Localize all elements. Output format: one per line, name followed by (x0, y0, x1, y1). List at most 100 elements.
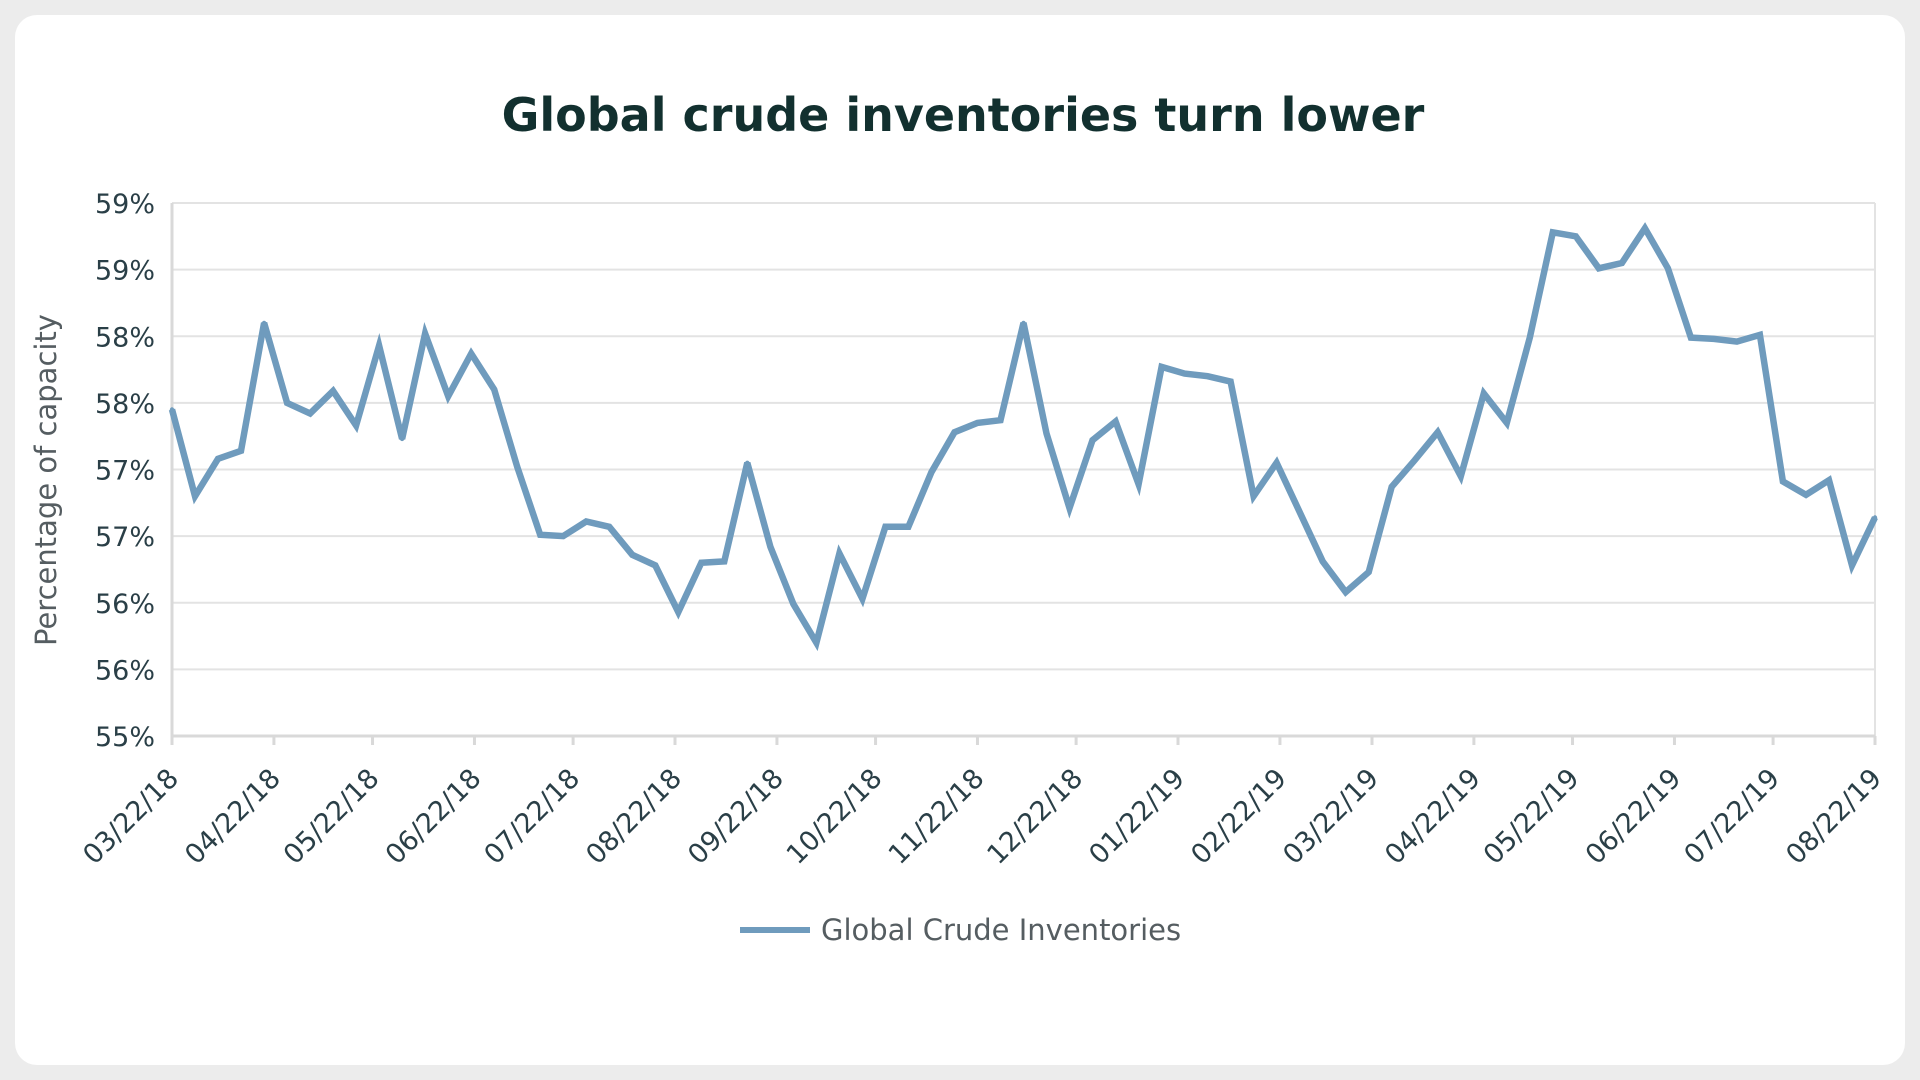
axes (170, 203, 1876, 738)
data-point (653, 563, 658, 568)
x-tick-label: 12/22/18 (981, 763, 1089, 871)
data-point (1711, 336, 1717, 342)
data-point (1527, 335, 1533, 340)
y-tick-label: 56% (95, 589, 155, 620)
data-point (515, 464, 520, 469)
data-point (1435, 430, 1440, 435)
data-point (768, 544, 773, 549)
data-point (215, 456, 221, 461)
data-point (1757, 332, 1763, 338)
x-tick-label: 03/22/19 (1277, 763, 1385, 871)
data-point (1297, 509, 1302, 515)
x-tick-label: 11/22/18 (883, 763, 991, 871)
x-axis-ticks: 03/22/1804/22/1805/22/1806/22/1807/22/18… (77, 736, 1888, 871)
x-tick-label: 08/22/19 (1780, 763, 1888, 871)
data-point (975, 420, 980, 426)
y-tick-label: 59% (95, 189, 155, 220)
data-point (1389, 484, 1394, 489)
data-point (261, 320, 267, 326)
data-point (1251, 494, 1256, 499)
data-point (860, 596, 865, 601)
x-tick-label: 10/22/18 (781, 763, 889, 871)
data-point (1780, 479, 1786, 484)
x-tick-label: 06/22/19 (1580, 763, 1688, 871)
x-tick-label: 02/22/19 (1185, 763, 1293, 871)
data-point (1113, 419, 1118, 424)
data-point (607, 524, 612, 529)
data-point (814, 640, 819, 645)
data-point (837, 551, 842, 556)
data-point (1067, 505, 1072, 511)
data-point (192, 494, 198, 499)
data-point (446, 394, 451, 399)
data-point (998, 418, 1003, 423)
x-tick-label: 09/22/18 (682, 763, 790, 871)
data-point (376, 343, 382, 348)
chart-card: Global crude inventories turn lower 55% 5… (15, 15, 1905, 1065)
y-tick-label: 55% (95, 722, 155, 753)
data-point (1366, 569, 1371, 575)
x-tick-label: 04/22/19 (1379, 763, 1487, 871)
legend-label: Global Crude Inventories (821, 913, 1181, 947)
y-tick-label: 58% (95, 322, 155, 353)
data-point (1826, 478, 1832, 483)
data-point (1665, 266, 1671, 271)
data-point (307, 411, 313, 416)
data-point (1573, 234, 1579, 239)
data-point (745, 460, 750, 465)
data-point (952, 430, 957, 435)
data-point (422, 331, 428, 336)
data-point (1228, 379, 1233, 384)
data-point (676, 609, 681, 615)
data-point (1481, 391, 1487, 396)
data-point (1320, 559, 1325, 564)
y-tick-label: 59% (95, 256, 155, 287)
y-tick-label: 57% (95, 522, 155, 553)
x-tick-label: 06/22/18 (380, 763, 488, 871)
data-point (906, 524, 911, 529)
y-tick-label: 57% (95, 456, 155, 487)
data-point (238, 448, 244, 453)
data-point (1872, 515, 1878, 520)
data-point (1803, 492, 1809, 497)
data-point (353, 423, 359, 428)
data-point (1458, 474, 1464, 479)
data-point (1159, 364, 1164, 370)
data-point (1044, 431, 1049, 436)
x-tick-label: 03/22/18 (77, 763, 185, 871)
gridlines (172, 202, 1875, 737)
data-point (929, 470, 934, 475)
series-group (168, 222, 1878, 652)
x-tick-label: 07/22/19 (1678, 763, 1786, 871)
data-point (1734, 339, 1740, 344)
x-tick-label: 04/22/18 (179, 763, 287, 871)
y-tick-label: 58% (95, 389, 155, 420)
data-point (169, 407, 175, 412)
data-point (1619, 260, 1625, 266)
data-point (1182, 371, 1187, 376)
x-tick-label: 07/22/18 (478, 763, 586, 871)
data-point (1412, 458, 1417, 463)
data-point (538, 532, 543, 537)
data-point (284, 400, 290, 406)
data-point (1596, 266, 1602, 271)
data-point (1504, 420, 1510, 426)
data-point (791, 601, 796, 607)
y-tick-label: 56% (95, 655, 155, 686)
data-point (399, 436, 405, 442)
data-point (1205, 374, 1210, 379)
data-point (722, 559, 727, 564)
data-point (630, 552, 635, 557)
data-point (1343, 589, 1348, 595)
y-axis-ticks: 55% 56% 56% 57% 57% 58% 58% 59% 59% (95, 189, 155, 753)
y-axis-label: Percentage of capacity (29, 314, 63, 646)
data-point (1849, 563, 1855, 568)
data-point (1274, 460, 1279, 465)
data-point (469, 351, 474, 356)
data-point (1136, 482, 1141, 487)
legend: Global Crude Inventories (740, 913, 1181, 947)
data-point (1688, 335, 1694, 340)
x-tick-label: 01/22/19 (1083, 763, 1191, 871)
data-point (330, 388, 336, 394)
x-tick-label: 05/22/18 (278, 763, 386, 871)
